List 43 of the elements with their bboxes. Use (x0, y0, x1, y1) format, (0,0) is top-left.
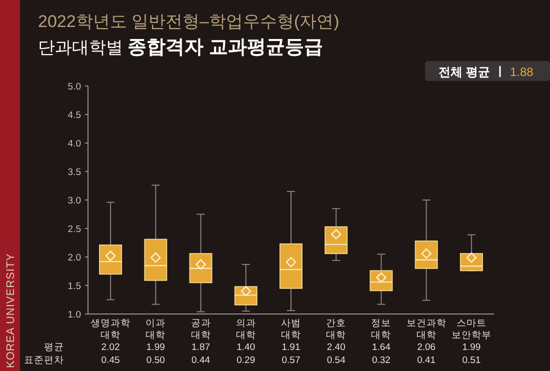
chart-title: 2022학년도 일반전형–학업우수형(자연) (38, 12, 340, 31)
x-tick-label: 공과 대학 (190, 318, 211, 341)
x-tick-label: 이과 대학 (146, 318, 166, 341)
x-tick-label: 의과 대학 (236, 318, 256, 341)
text: 0.57 (282, 355, 300, 366)
y-tick-label: 1.5 (68, 281, 81, 292)
text: 0.29 (236, 355, 256, 366)
text: 평균 (44, 342, 64, 353)
y-tick-label: 2.0 (68, 252, 81, 264)
text: 0.54 (326, 355, 346, 366)
x-tick-label: 간호 대학 (326, 318, 346, 341)
text: 0.50 (146, 355, 165, 366)
text: KOREA UNIVERSITY (5, 252, 17, 368)
text: 1.91 (282, 342, 300, 353)
text: 0.45 (101, 355, 120, 366)
chart-subtitle: 단과대학별 종합격자 교과평균등급 (38, 37, 324, 58)
text: 1.40 (236, 342, 256, 353)
text: 0.41 (417, 355, 436, 366)
text: 2.40 (326, 342, 346, 353)
text: 1.88 (510, 65, 534, 79)
text: 0.44 (192, 355, 210, 366)
y-tick-label: 4.5 (68, 110, 81, 121)
y-tick-label: 3.0 (68, 196, 81, 206)
text: 0.32 (372, 355, 390, 366)
x-tick-label: 정보 대학 (371, 318, 392, 341)
x-tick-label: 사범 대학 (281, 318, 301, 341)
text: 1.99 (146, 342, 165, 353)
text: 1.99 (462, 342, 481, 353)
text: 1.64 (372, 342, 390, 353)
text: 표준편차 (24, 355, 64, 366)
y-tick-label: 5.0 (68, 82, 81, 92)
x-tick-label: 스마트 보안학부 (451, 318, 492, 341)
y-tick-label: 2.5 (68, 224, 81, 235)
y-tick-label: 3.5 (68, 167, 81, 178)
y-tick-label: 1.0 (68, 310, 81, 320)
text: 2.06 (417, 342, 436, 353)
text: 전체 평균 (438, 65, 490, 79)
y-tick-label: 4.0 (68, 138, 81, 150)
text: 2.02 (101, 342, 120, 353)
text: 0.51 (462, 355, 481, 366)
x-tick-label: 생명과학 대학 (90, 318, 131, 341)
x-tick-label: 보건과학 대학 (406, 318, 446, 341)
text: 1.87 (192, 342, 210, 353)
